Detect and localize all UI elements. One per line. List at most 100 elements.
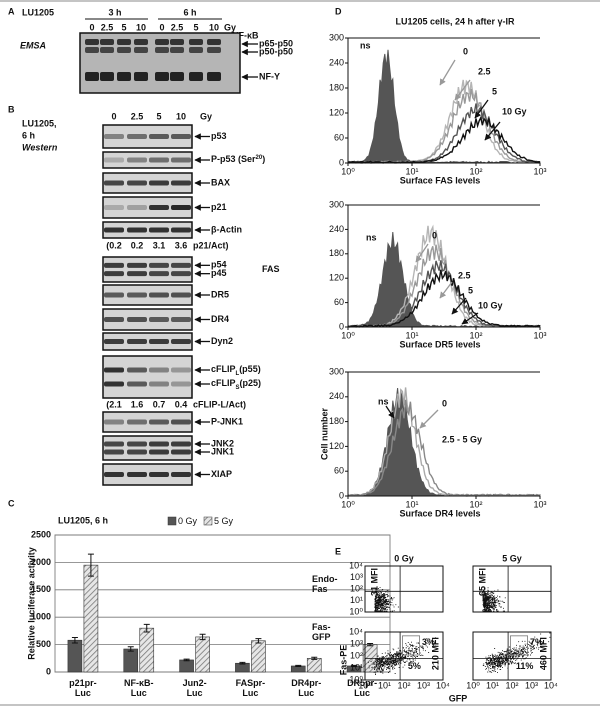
- bar: [123, 648, 139, 673]
- blot-label: XIAP: [211, 469, 232, 479]
- blot-label: DR5: [211, 289, 229, 299]
- scatter-dots: [374, 586, 399, 612]
- bar: [306, 657, 322, 673]
- gel-band: [85, 47, 99, 53]
- error-bar: [255, 638, 262, 644]
- label-part: P-p53 (Ser: [211, 154, 256, 164]
- dose-label: 10: [136, 22, 146, 32]
- blot-label: β-Actin: [211, 224, 242, 234]
- assay-label: Western: [22, 142, 58, 152]
- blot-band: [127, 292, 147, 298]
- y-tick-label: 1500: [31, 584, 51, 594]
- gel-band: [155, 72, 169, 81]
- blot-band: [104, 292, 124, 298]
- gel-band: [155, 39, 169, 45]
- blot-label: DR4: [211, 314, 229, 324]
- y-tick-label: 10⁴: [349, 560, 363, 570]
- blot: [102, 172, 193, 194]
- label-part: cFLIP: [211, 364, 236, 374]
- ratio-value: (0.2: [106, 240, 122, 250]
- y-tick-label: 0: [339, 157, 344, 167]
- blot-band: [104, 317, 124, 322]
- label-sub: L: [236, 371, 240, 377]
- dose-label: 2.5: [101, 22, 114, 32]
- ratio-value: 3.6: [175, 240, 188, 250]
- y-tick-label: 240: [329, 391, 344, 401]
- blot-label: p54: [211, 260, 227, 270]
- y-tick-label: 10²: [350, 583, 363, 593]
- x-tick-label: Jun2-Luc: [183, 678, 207, 698]
- arrow: [484, 121, 501, 141]
- error-bar: [71, 636, 78, 644]
- arrow: [474, 99, 489, 119]
- blot-band: [171, 441, 191, 447]
- bar: [251, 640, 266, 673]
- dose-label: 0: [89, 22, 94, 32]
- gel-band: [100, 72, 114, 81]
- blot-band: [104, 449, 124, 455]
- arrow: [439, 281, 453, 299]
- mfi-label: 210 MFI: [430, 637, 440, 670]
- time-label: 6 h: [22, 130, 35, 140]
- label-sup: 20: [256, 155, 263, 161]
- x-tick-label: FASpr-Luc: [236, 678, 266, 698]
- scatter-dots: [368, 637, 436, 675]
- x-tick-label: 10⁰: [341, 499, 355, 509]
- blot-band: [127, 419, 147, 425]
- curve-label: 2.5: [478, 66, 491, 76]
- blot-band: [149, 381, 169, 387]
- ratio-value: 0.2: [131, 240, 144, 250]
- blot-band: [149, 367, 169, 373]
- panel-letter: B: [8, 104, 15, 114]
- x-tick-label: 10¹: [405, 330, 418, 340]
- y-tick-label: 500: [36, 639, 51, 649]
- ratio-value: 0.7: [153, 399, 166, 409]
- band-label: p65-p50: [259, 38, 293, 48]
- blot-band: [171, 227, 191, 233]
- x-tick-label: 10⁴: [436, 680, 450, 690]
- blot-band: [149, 339, 169, 344]
- blot: [102, 332, 193, 351]
- gel-band: [170, 47, 184, 53]
- gel-band: [189, 72, 203, 81]
- bar: [195, 636, 210, 673]
- panel-title: LU1205 cells, 24 h after γ-IR: [395, 16, 515, 26]
- legend-swatch: [203, 516, 213, 526]
- x-tick-label: 10²: [469, 330, 482, 340]
- y-tick-label: 10¹: [350, 595, 363, 605]
- blot: [102, 411, 193, 433]
- x-tick-label: 10⁰: [341, 166, 355, 176]
- gel-band: [117, 47, 131, 53]
- column-label: 0 Gy: [394, 553, 414, 563]
- curve-label: 2.5 - 5 Gy: [442, 434, 482, 444]
- x-tick-label: 10³: [533, 330, 546, 340]
- x-axis-label: Surface DR5 levels: [399, 339, 480, 349]
- y-axis-label: Cell number: [319, 408, 329, 461]
- blot-band: [171, 449, 191, 455]
- arrow: [385, 405, 395, 419]
- x-tick-label: 10²: [469, 166, 482, 176]
- plot-frame: [347, 371, 540, 497]
- y-tick-label: 120: [329, 441, 344, 451]
- x-axis-label: Surface DR4 levels: [399, 508, 480, 518]
- arrow: [415, 243, 429, 263]
- histogram-line: [347, 115, 540, 164]
- gel-band: [189, 39, 203, 45]
- gel-band: [117, 72, 131, 81]
- gel-band: [134, 47, 148, 53]
- blot: [102, 221, 193, 239]
- ratio-name: cFLIP-L/Act): [193, 399, 246, 409]
- y-tick-label: 240: [329, 57, 344, 67]
- y-tick-label: 60: [334, 132, 344, 142]
- y-tick-label: 2500: [31, 529, 51, 539]
- y-tick-label: 10⁰: [349, 674, 363, 684]
- x-tick-label: 10²: [505, 680, 518, 690]
- chart-title: LU1205, 6 h: [58, 515, 108, 525]
- blot-band: [104, 271, 124, 277]
- blot-label: JNK2: [211, 438, 234, 448]
- error-bar: [239, 661, 246, 665]
- y-tick-label: 240: [329, 224, 344, 234]
- blot-band: [104, 472, 124, 477]
- x-tick-label: 10⁰: [358, 680, 372, 690]
- blot-band: [171, 157, 191, 163]
